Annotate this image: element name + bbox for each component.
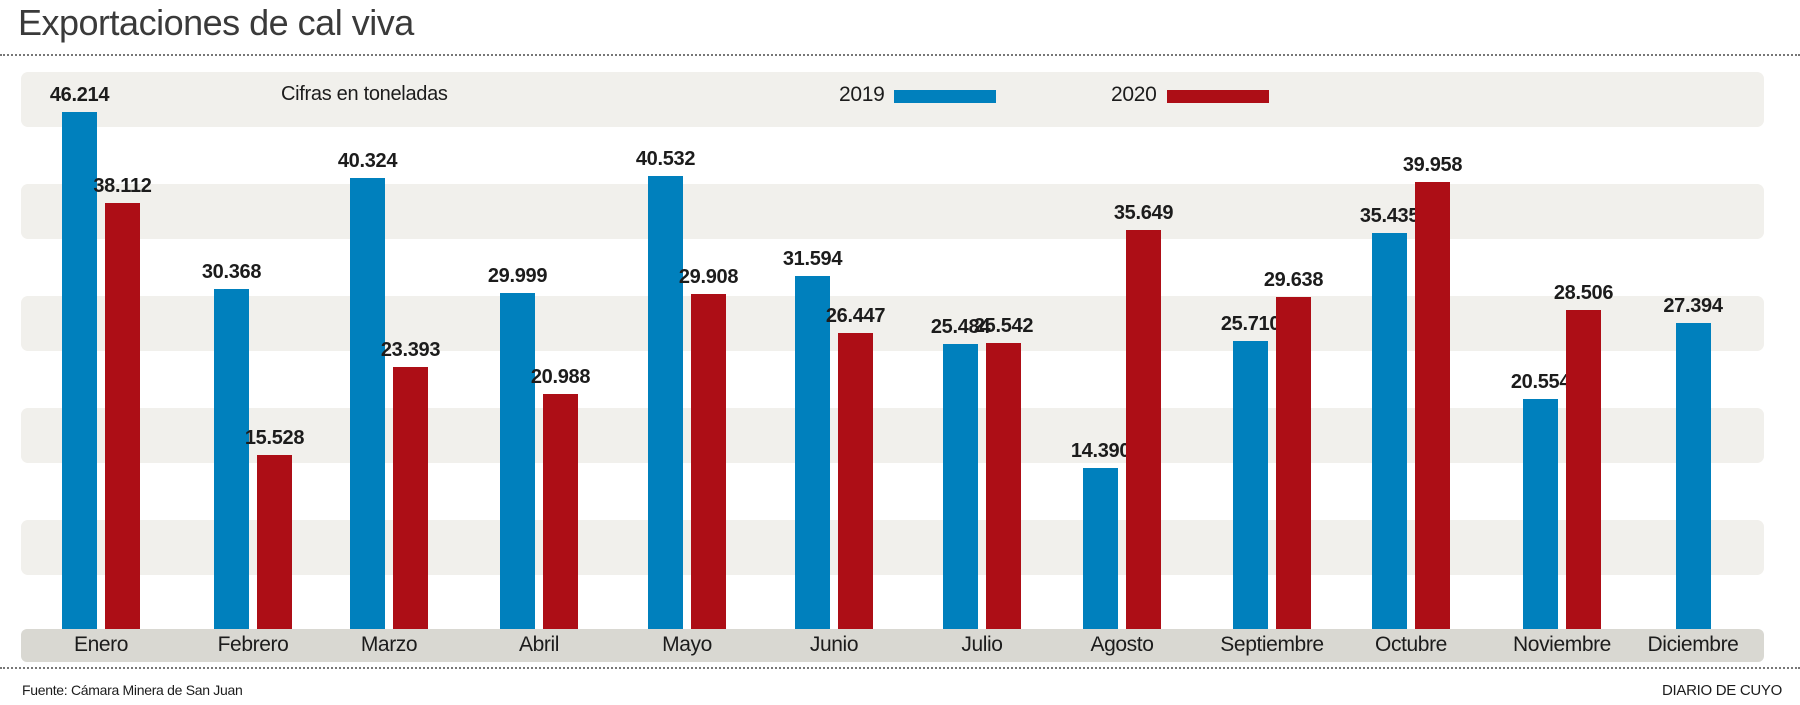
data-label-2020-noviembre: 28.506 <box>1553 282 1614 305</box>
x-tick-label: Junio <box>809 633 859 656</box>
band-0 <box>21 72 1764 127</box>
x-tick-label: Febrero <box>217 633 289 656</box>
legend-label-2019: 2019 <box>839 83 885 106</box>
x-tick-label: Septiembre <box>1220 633 1324 656</box>
band-4 <box>21 520 1764 575</box>
x-tick-label: Mayo <box>662 633 712 656</box>
bar-2020-febrero <box>257 455 292 629</box>
bar-2019-agosto <box>1083 468 1118 629</box>
data-label-2019-enero: 46.214 <box>49 84 110 106</box>
x-axis-band <box>21 629 1764 662</box>
publisher-credit: DIARIO DE CUYO <box>1662 682 1782 699</box>
legend-label-2020: 2020 <box>1111 83 1157 106</box>
x-tick-label: Abril <box>518 633 560 656</box>
data-label-2020-septiembre: 29.638 <box>1263 269 1324 292</box>
band-3 <box>21 408 1764 463</box>
data-label-2019-septiembre: 25.710 <box>1220 313 1281 336</box>
x-tick-label: Diciembre <box>1647 633 1739 656</box>
data-label-2020-mayo: 29.908 <box>678 266 739 289</box>
bar-2019-noviembre <box>1523 399 1558 629</box>
data-label-2020-agosto: 35.649 <box>1113 202 1174 225</box>
top-divider <box>0 54 1800 56</box>
x-tick-label: Julio <box>961 633 1003 656</box>
bar-2019-octubre <box>1372 232 1407 629</box>
data-label-2020-octubre: 39.958 <box>1402 153 1463 176</box>
bar-2020-mayo <box>691 294 726 629</box>
bar-2019-mayo <box>648 175 683 629</box>
bar-2019-diciembre <box>1675 322 1711 629</box>
data-label-2019-marzo: 40.324 <box>337 149 398 172</box>
data-label-2019-agosto: 14.390 <box>1070 440 1131 463</box>
bar-2019-julio <box>943 343 978 629</box>
bar-2020-junio <box>838 333 873 629</box>
x-tick-label: Octubre <box>1375 633 1447 656</box>
band-2 <box>21 296 1764 351</box>
units-note: Cifras en toneladas <box>281 83 448 105</box>
data-label-2020-enero: 38.112 <box>93 174 152 197</box>
data-label-2019-febrero: 30.368 <box>201 261 262 284</box>
bar-2019-marzo <box>350 177 385 629</box>
bar-2019-abril <box>500 293 535 629</box>
x-tick-label: Agosto <box>1090 633 1154 656</box>
bar-2019-septiembre <box>1233 341 1268 629</box>
bar-2019-febrero <box>214 289 249 629</box>
data-label-2019-noviembre: 20.554 <box>1510 371 1571 394</box>
band-1 <box>21 184 1764 239</box>
chart-title: Exportaciones de cal viva <box>18 2 414 43</box>
x-tick-label: Noviembre <box>1513 633 1611 656</box>
bar-2020-marzo <box>393 367 428 629</box>
data-label-2020-febrero: 15.528 <box>244 427 305 450</box>
bottom-divider <box>0 667 1800 669</box>
bar-2020-septiembre <box>1276 297 1311 629</box>
bar-2020-noviembre <box>1566 310 1601 629</box>
x-tick-label: Marzo <box>360 633 418 656</box>
data-label-2019-mayo: 40.532 <box>635 147 696 170</box>
bar-2020-julio <box>986 343 1021 629</box>
data-label-2020-julio: 25.542 <box>973 315 1034 338</box>
bar-2019-junio <box>795 275 830 629</box>
bar-2020-agosto <box>1126 230 1161 629</box>
data-label-2019-junio: 31.594 <box>782 247 843 270</box>
data-label-2020-junio: 26.447 <box>825 305 886 328</box>
data-label-2019-julio: 25.484 <box>930 315 991 338</box>
data-label-2019-abril: 29.999 <box>487 265 548 288</box>
legend-swatch-2020 <box>1167 90 1269 103</box>
bar-2020-enero <box>105 202 140 629</box>
bar-2020-octubre <box>1415 181 1450 629</box>
source-note: Fuente: Cámara Minera de San Juan <box>22 682 243 698</box>
bar-2019-enero <box>62 112 97 629</box>
data-label-2020-marzo: 23.393 <box>380 339 441 362</box>
data-label-2019-octubre: 35.435 <box>1359 204 1420 227</box>
data-label-2019-diciembre: 27.394 <box>1663 294 1723 317</box>
x-tick-label: Enero <box>73 633 129 656</box>
legend-swatch-2019 <box>894 90 996 103</box>
data-label-2020-abril: 20.988 <box>530 366 591 389</box>
bar-2020-abril <box>543 394 578 629</box>
